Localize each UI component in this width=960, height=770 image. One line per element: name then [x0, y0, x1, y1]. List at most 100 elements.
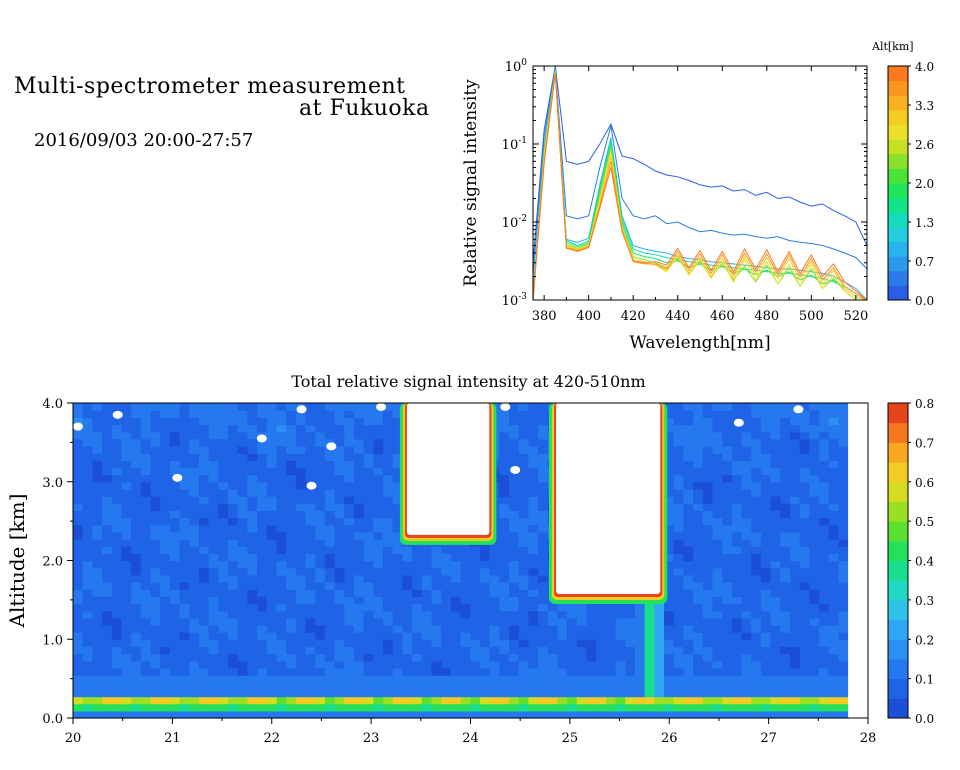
heatmap-cell — [741, 675, 752, 683]
heatmap-cell — [625, 646, 636, 655]
heatmap-cell — [828, 503, 839, 511]
heatmap-cell — [392, 403, 403, 411]
heatmap-cell — [286, 653, 297, 662]
heatmap-cell — [470, 696, 481, 705]
heatmap-cell — [799, 589, 810, 597]
heatmap-cell — [673, 682, 684, 690]
heatmap-cell — [131, 524, 142, 533]
heatmap-cell — [450, 582, 462, 590]
heatmap-cell — [102, 517, 113, 526]
heatmap-cell — [315, 574, 326, 583]
colorbar-swatch — [888, 658, 908, 680]
heatmap-cell — [615, 660, 626, 669]
heatmap-cell — [121, 703, 132, 712]
heatmap-cell — [460, 567, 471, 576]
heatmap-cell — [354, 467, 365, 476]
heatmap-cell — [169, 639, 181, 648]
heatmap-cell — [819, 446, 830, 454]
heatmap-cell — [799, 603, 810, 612]
heatmap-cell — [92, 531, 103, 540]
colorbar-swatch — [888, 124, 908, 140]
heatmap-cell — [363, 582, 374, 590]
heatmap-cell — [828, 610, 839, 619]
heatmap-cell — [354, 510, 365, 519]
heatmap-cell — [799, 510, 810, 519]
heatmap-cell — [111, 682, 123, 690]
heatmap-cell — [770, 660, 781, 669]
heatmap-cell — [179, 667, 190, 676]
heatmap-cell — [460, 710, 471, 719]
heatmap-cell — [324, 703, 336, 712]
heatmap-cell — [538, 617, 549, 626]
heatmap-cell — [199, 539, 210, 547]
heatmap-cell — [654, 696, 665, 705]
heatmap-cell — [179, 417, 190, 426]
heatmap-cell — [247, 503, 258, 511]
heatmap-cell — [266, 589, 278, 597]
heatmap-cell — [683, 710, 694, 719]
heatmap-cell — [421, 574, 433, 583]
heatmap-cell — [373, 646, 384, 655]
heatmap-cell — [702, 710, 714, 719]
heatmap-cell — [702, 410, 714, 418]
heatmap-cell — [683, 539, 694, 547]
heatmap-cell — [199, 438, 210, 447]
heatmap-cell — [819, 632, 830, 640]
heatmap-cell — [324, 696, 336, 705]
heatmap-cell — [276, 431, 287, 440]
heatmap-cell — [73, 453, 84, 461]
heatmap-cell — [538, 660, 549, 669]
heatmap-cell — [819, 403, 830, 411]
heatmap-cell — [741, 646, 752, 655]
heatmap-cell — [179, 431, 190, 440]
heatmap-cell — [760, 481, 772, 490]
heatmap-cell — [140, 524, 152, 533]
heatmap-cell — [799, 582, 810, 590]
heatmap-cell — [247, 632, 258, 640]
heatmap-cell — [731, 574, 743, 583]
heatmap-cell — [586, 682, 597, 690]
heatmap-cell — [780, 524, 791, 533]
heatmap-cell — [470, 682, 481, 690]
heatmap-cell — [712, 424, 723, 433]
heatmap-cell — [286, 660, 297, 669]
heatmap-cell — [770, 553, 781, 562]
heatmap-cell — [731, 632, 743, 640]
heatmap-cell — [499, 460, 510, 469]
heatmap-cell — [722, 510, 733, 519]
heatmap-cell — [150, 610, 161, 619]
heatmap-cell — [722, 431, 733, 440]
heatmap-cell — [838, 624, 849, 633]
heatmap-cell — [751, 703, 762, 712]
heatmap-cell — [673, 624, 684, 633]
heatmap-cell — [199, 567, 210, 576]
heatmap-cell — [790, 460, 801, 469]
heatmap-cell — [799, 431, 810, 440]
heatmap-cell — [702, 696, 714, 705]
heatmap-cell — [547, 682, 559, 690]
heatmap-cell — [702, 589, 714, 597]
heatmap-cell — [140, 682, 152, 690]
heatmap-cell — [334, 553, 345, 562]
heatmap-cell — [334, 667, 345, 676]
heatmap-cell — [731, 546, 743, 554]
heatmap-cell — [838, 667, 849, 676]
heatmap-cell — [237, 524, 248, 533]
heatmap-cell — [702, 496, 714, 504]
heatmap-cell — [518, 653, 529, 662]
heatmap-cell — [528, 438, 539, 447]
heatmap-cell — [305, 524, 316, 533]
heatmap-cell — [809, 596, 820, 605]
heatmap-cell — [111, 460, 123, 469]
heatmap-cell — [722, 660, 733, 669]
heatmap-cell — [770, 596, 781, 605]
heatmap-cell — [334, 546, 345, 554]
heatmap-cell — [315, 460, 326, 469]
heatmap-cell — [334, 646, 345, 655]
heatmap-cell — [528, 646, 539, 655]
heatmap-cell — [179, 467, 190, 476]
heatmap-cell — [402, 646, 413, 655]
heatmap-cell — [722, 424, 733, 433]
heatmap-cell — [479, 703, 491, 712]
heatmap-cell — [615, 624, 626, 633]
